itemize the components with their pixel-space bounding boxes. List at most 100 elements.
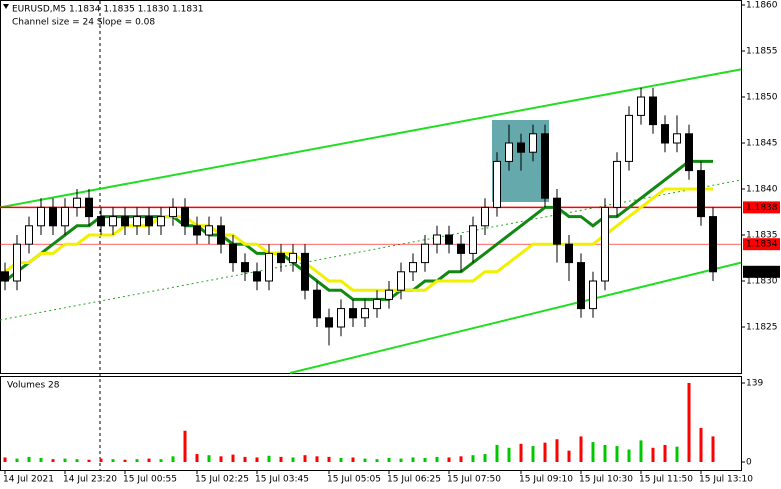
y-tick-label: 1.1855	[746, 47, 778, 57]
candle-body	[37, 206, 45, 227]
candle-body	[217, 225, 225, 245]
candle-body	[493, 160, 501, 208]
channel-line	[0, 68, 742, 209]
volume-bar	[15, 458, 19, 462]
volume-bar	[483, 454, 487, 462]
candle-body	[637, 96, 645, 116]
candle-body	[589, 280, 597, 310]
volume-bar	[159, 459, 163, 462]
candle-body	[145, 216, 153, 227]
candle-body	[277, 252, 285, 264]
volume-bar	[231, 454, 235, 462]
candle-body	[49, 206, 57, 227]
candle-body	[25, 225, 33, 245]
price-pane	[0, 0, 742, 374]
volume-title: Volumes 28	[7, 381, 60, 391]
candle-body	[289, 252, 297, 264]
y-tick-label: 1.1840	[746, 185, 778, 195]
volume-bar	[435, 456, 439, 462]
x-tick-label: 15 Jul 06:25	[387, 475, 441, 485]
volume-bar	[51, 459, 55, 462]
volume-bar	[639, 440, 643, 462]
candle-body	[157, 216, 165, 227]
candle-body	[133, 216, 141, 227]
volume-bar	[111, 459, 115, 462]
candle-body	[541, 133, 549, 199]
x-tick-label: 14 Jul 2021	[3, 475, 54, 485]
candle-body	[481, 206, 489, 227]
candle-body	[253, 271, 261, 282]
x-tick-label: 15 Jul 00:55	[123, 475, 177, 485]
volume-bar	[423, 458, 427, 462]
y-tick-label: 1.1850	[746, 93, 778, 103]
volume-bar	[219, 456, 223, 462]
volume-bar	[651, 447, 655, 462]
x-tick-label: 15 Jul 02:25	[195, 475, 249, 485]
volume-bar	[471, 455, 475, 462]
volume-bar	[171, 456, 175, 462]
volume-bar	[387, 458, 391, 462]
volume-tick-label: 139	[746, 379, 763, 389]
volume-bar	[603, 444, 607, 462]
candle-body	[577, 262, 585, 310]
candle-body	[613, 160, 621, 208]
y-tick-label: 1.1845	[746, 139, 778, 149]
price-tag	[743, 238, 780, 251]
candle-body	[673, 133, 681, 144]
candle-body	[625, 114, 633, 162]
guide-line	[0, 179, 742, 321]
candle-body	[397, 271, 405, 291]
volume-bar	[675, 446, 679, 462]
x-tick-label: 15 Jul 05:05	[327, 475, 381, 485]
volume-bar	[543, 442, 547, 462]
volume-bar	[27, 456, 31, 462]
volume-bar	[375, 459, 379, 462]
candle-body	[445, 234, 453, 245]
volume-bar	[495, 444, 499, 462]
candle-body	[337, 308, 345, 328]
candle-body	[421, 243, 429, 264]
candle-body	[385, 289, 393, 300]
candle-body	[301, 252, 309, 291]
volume-pane	[0, 376, 742, 471]
x-tick-label: 14 Jul 23:20	[63, 475, 117, 485]
candle-body	[193, 225, 201, 236]
channel-line	[289, 261, 742, 374]
candle-body	[1, 271, 9, 282]
candle-body	[205, 225, 213, 236]
volume-bar	[315, 456, 319, 462]
candle-body	[505, 142, 513, 162]
candle-body	[685, 133, 693, 172]
candle-body	[709, 216, 717, 273]
candle-body	[241, 262, 249, 273]
volume-bar	[363, 458, 367, 462]
x-tick-label: 15 Jul 10:30	[579, 475, 633, 485]
candle-body	[697, 170, 705, 218]
volume-bar	[555, 439, 559, 462]
candle-body	[169, 206, 177, 218]
price-tag-label: 1.1838	[746, 203, 778, 213]
y-tick-label: 1.1830	[746, 277, 778, 287]
volume-bar	[135, 459, 139, 462]
volume-bar	[39, 458, 43, 462]
candle-body	[661, 124, 669, 144]
volume-bar	[267, 455, 271, 462]
candle-body	[85, 197, 93, 218]
volume-bar	[327, 456, 331, 462]
candle-body	[601, 206, 609, 282]
volume-bar	[147, 458, 151, 462]
candle-body	[349, 308, 357, 319]
x-tick-label: 15 Jul 11:50	[639, 475, 693, 485]
volume-bar	[687, 383, 691, 462]
candle-body	[109, 216, 117, 227]
price-tag-label: 1.1831	[746, 267, 778, 277]
moving-average	[4, 187, 713, 292]
volume-bar	[591, 442, 595, 462]
volume-bar	[243, 456, 247, 462]
x-tick-label: 15 Jul 09:10	[519, 475, 573, 485]
candle-body	[649, 96, 657, 126]
volume-bar	[663, 444, 667, 462]
volume-bar	[519, 443, 523, 462]
